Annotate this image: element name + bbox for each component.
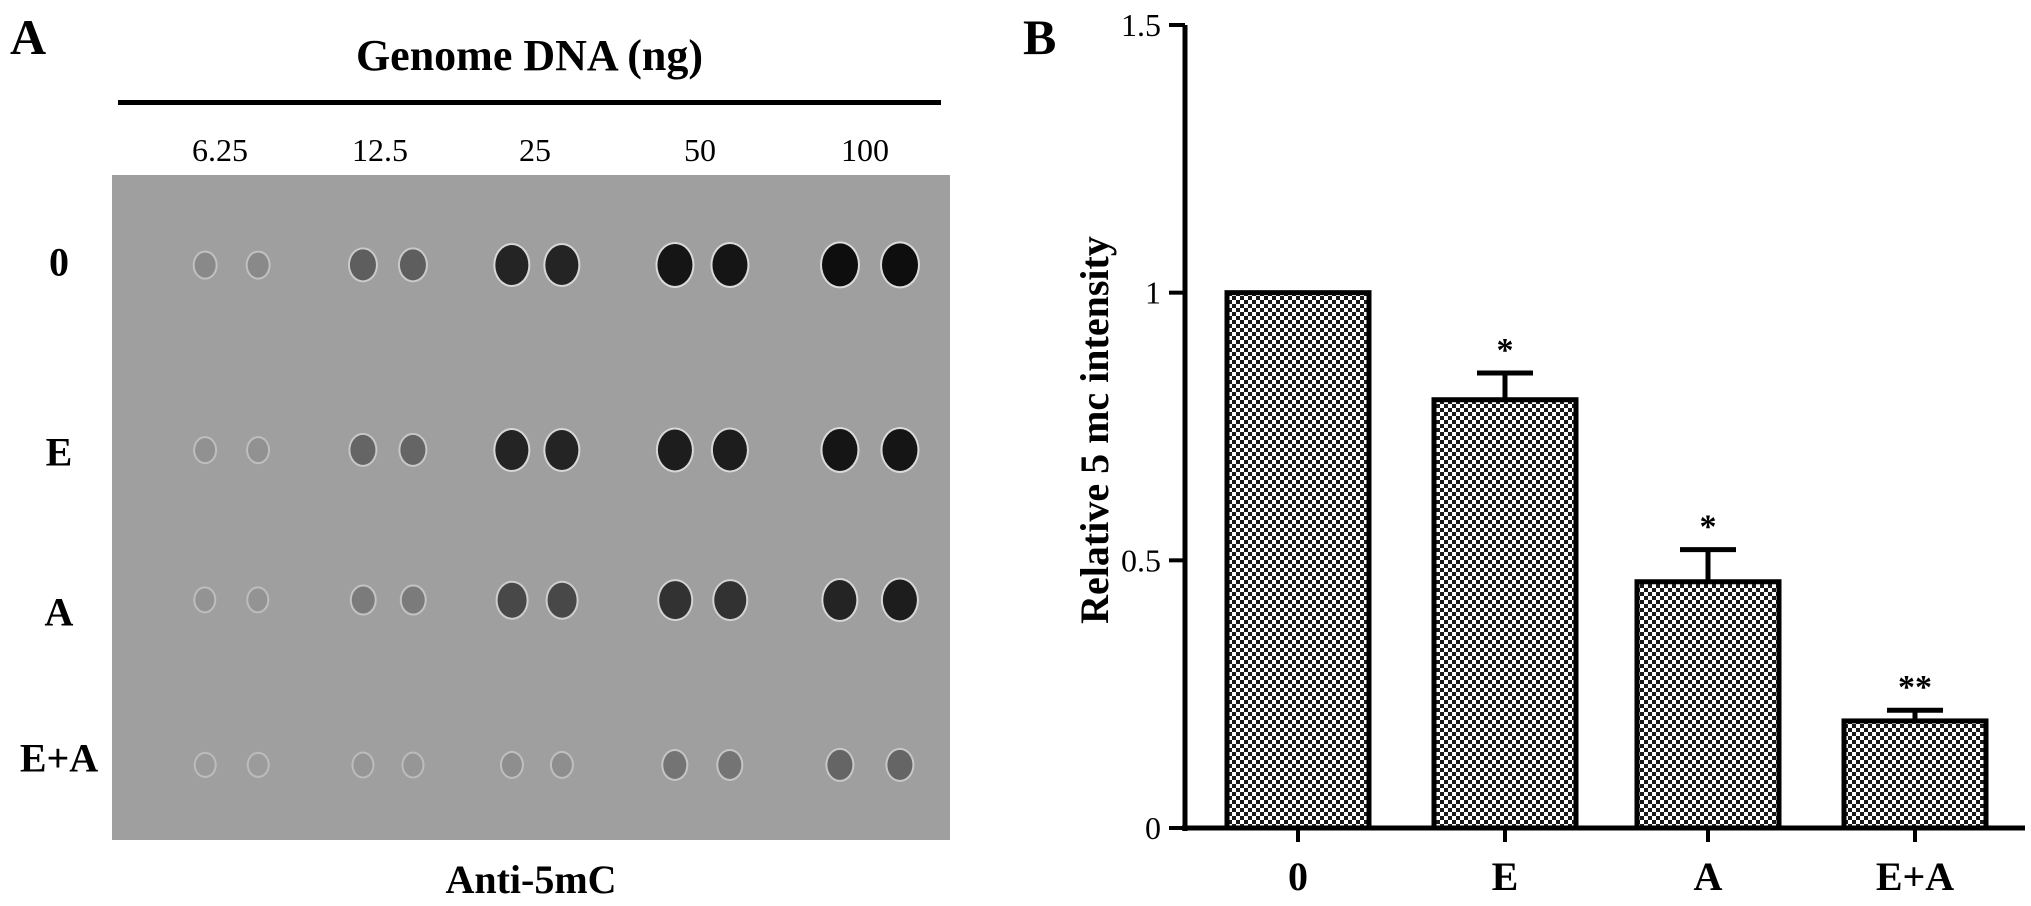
y-tick-label: 0.5 xyxy=(1121,542,1161,578)
blot-dot xyxy=(663,750,687,780)
blot-title-rule xyxy=(118,100,941,105)
y-axis-label: Relative 5 mc intensity xyxy=(1072,236,1117,624)
bar xyxy=(1431,397,1579,831)
blot-dot xyxy=(248,753,268,777)
blot-dot xyxy=(495,245,529,285)
blot-dot xyxy=(822,243,858,287)
y-tick-label: 1 xyxy=(1145,275,1161,311)
blot-dot xyxy=(657,429,693,471)
blot-dot xyxy=(657,243,693,287)
blot-dot xyxy=(351,586,375,614)
blot-dot xyxy=(195,753,215,777)
blot-dot xyxy=(547,582,577,618)
x-tick-label: E xyxy=(1492,854,1519,899)
y-tick-label: 1.5 xyxy=(1121,7,1161,43)
blot-dot xyxy=(718,750,742,780)
row-label-a: A xyxy=(44,589,74,635)
significance-marker: ** xyxy=(1898,669,1932,706)
dot-blot-membrane xyxy=(112,175,950,840)
significance-marker: * xyxy=(1700,509,1717,546)
blot-dot xyxy=(194,252,216,278)
blot-dot xyxy=(195,588,215,612)
blot-dot xyxy=(551,752,573,778)
dose-label: 12.5 xyxy=(352,132,408,168)
blot-dot xyxy=(350,434,376,466)
dose-label: 25 xyxy=(519,132,551,168)
blot-dot xyxy=(501,752,523,778)
x-tick-label: E+A xyxy=(1876,854,1954,899)
dose-label: 50 xyxy=(684,132,716,168)
blot-dot xyxy=(882,243,918,287)
significance-marker: * xyxy=(1497,332,1514,369)
blot-dot xyxy=(659,581,691,619)
blot-dot xyxy=(495,430,529,470)
blot-dot xyxy=(349,249,377,281)
blot-dot xyxy=(403,753,423,777)
blot-dot xyxy=(400,434,426,466)
plot-area: 0 0.5 1 1.5 Relative 5 mc intensity 0 * E * A ** E+… xyxy=(1072,7,2025,899)
row-label-0: 0 xyxy=(49,239,69,285)
blot-dot xyxy=(712,429,748,471)
blot-dot xyxy=(822,428,858,472)
row-label-e: E xyxy=(45,429,73,475)
blot-dot xyxy=(195,438,215,462)
bar xyxy=(1841,718,1989,831)
blot-dot xyxy=(882,579,918,621)
x-tick-label: 0 xyxy=(1288,854,1308,899)
blot-dot xyxy=(882,428,918,472)
bar-chart: 0 0.5 1 1.5 Relative 5 mc intensity 0 * E * A ** E+… xyxy=(1072,7,2025,899)
blot-dot xyxy=(497,582,527,618)
blot-dot xyxy=(401,586,425,614)
panel-b-letter: B xyxy=(1023,9,1057,65)
blot-caption: Anti-5mC xyxy=(445,857,617,902)
x-tick-label: A xyxy=(1694,854,1723,899)
dose-label: 100 xyxy=(841,132,889,168)
blot-dot xyxy=(887,749,913,781)
blot-dot xyxy=(248,438,268,462)
row-label-e-a: E+A xyxy=(19,735,99,781)
blot-dot xyxy=(399,249,427,281)
blot-dot xyxy=(545,245,579,285)
blot-dot xyxy=(712,243,748,287)
dose-label: 6.25 xyxy=(192,132,248,168)
blot-dot xyxy=(545,430,579,470)
blot-dot xyxy=(353,753,373,777)
blot-dot xyxy=(823,580,857,620)
panel-a-letter: A xyxy=(10,9,47,65)
bar xyxy=(1224,290,1372,831)
blot-dot xyxy=(247,252,269,278)
blot-dot xyxy=(827,749,853,781)
bar xyxy=(1634,579,1782,831)
y-tick-label: 0 xyxy=(1145,810,1161,846)
blot-title: Genome DNA (ng) xyxy=(355,31,704,80)
blot-dot xyxy=(248,588,268,612)
blot-dot xyxy=(714,581,746,619)
